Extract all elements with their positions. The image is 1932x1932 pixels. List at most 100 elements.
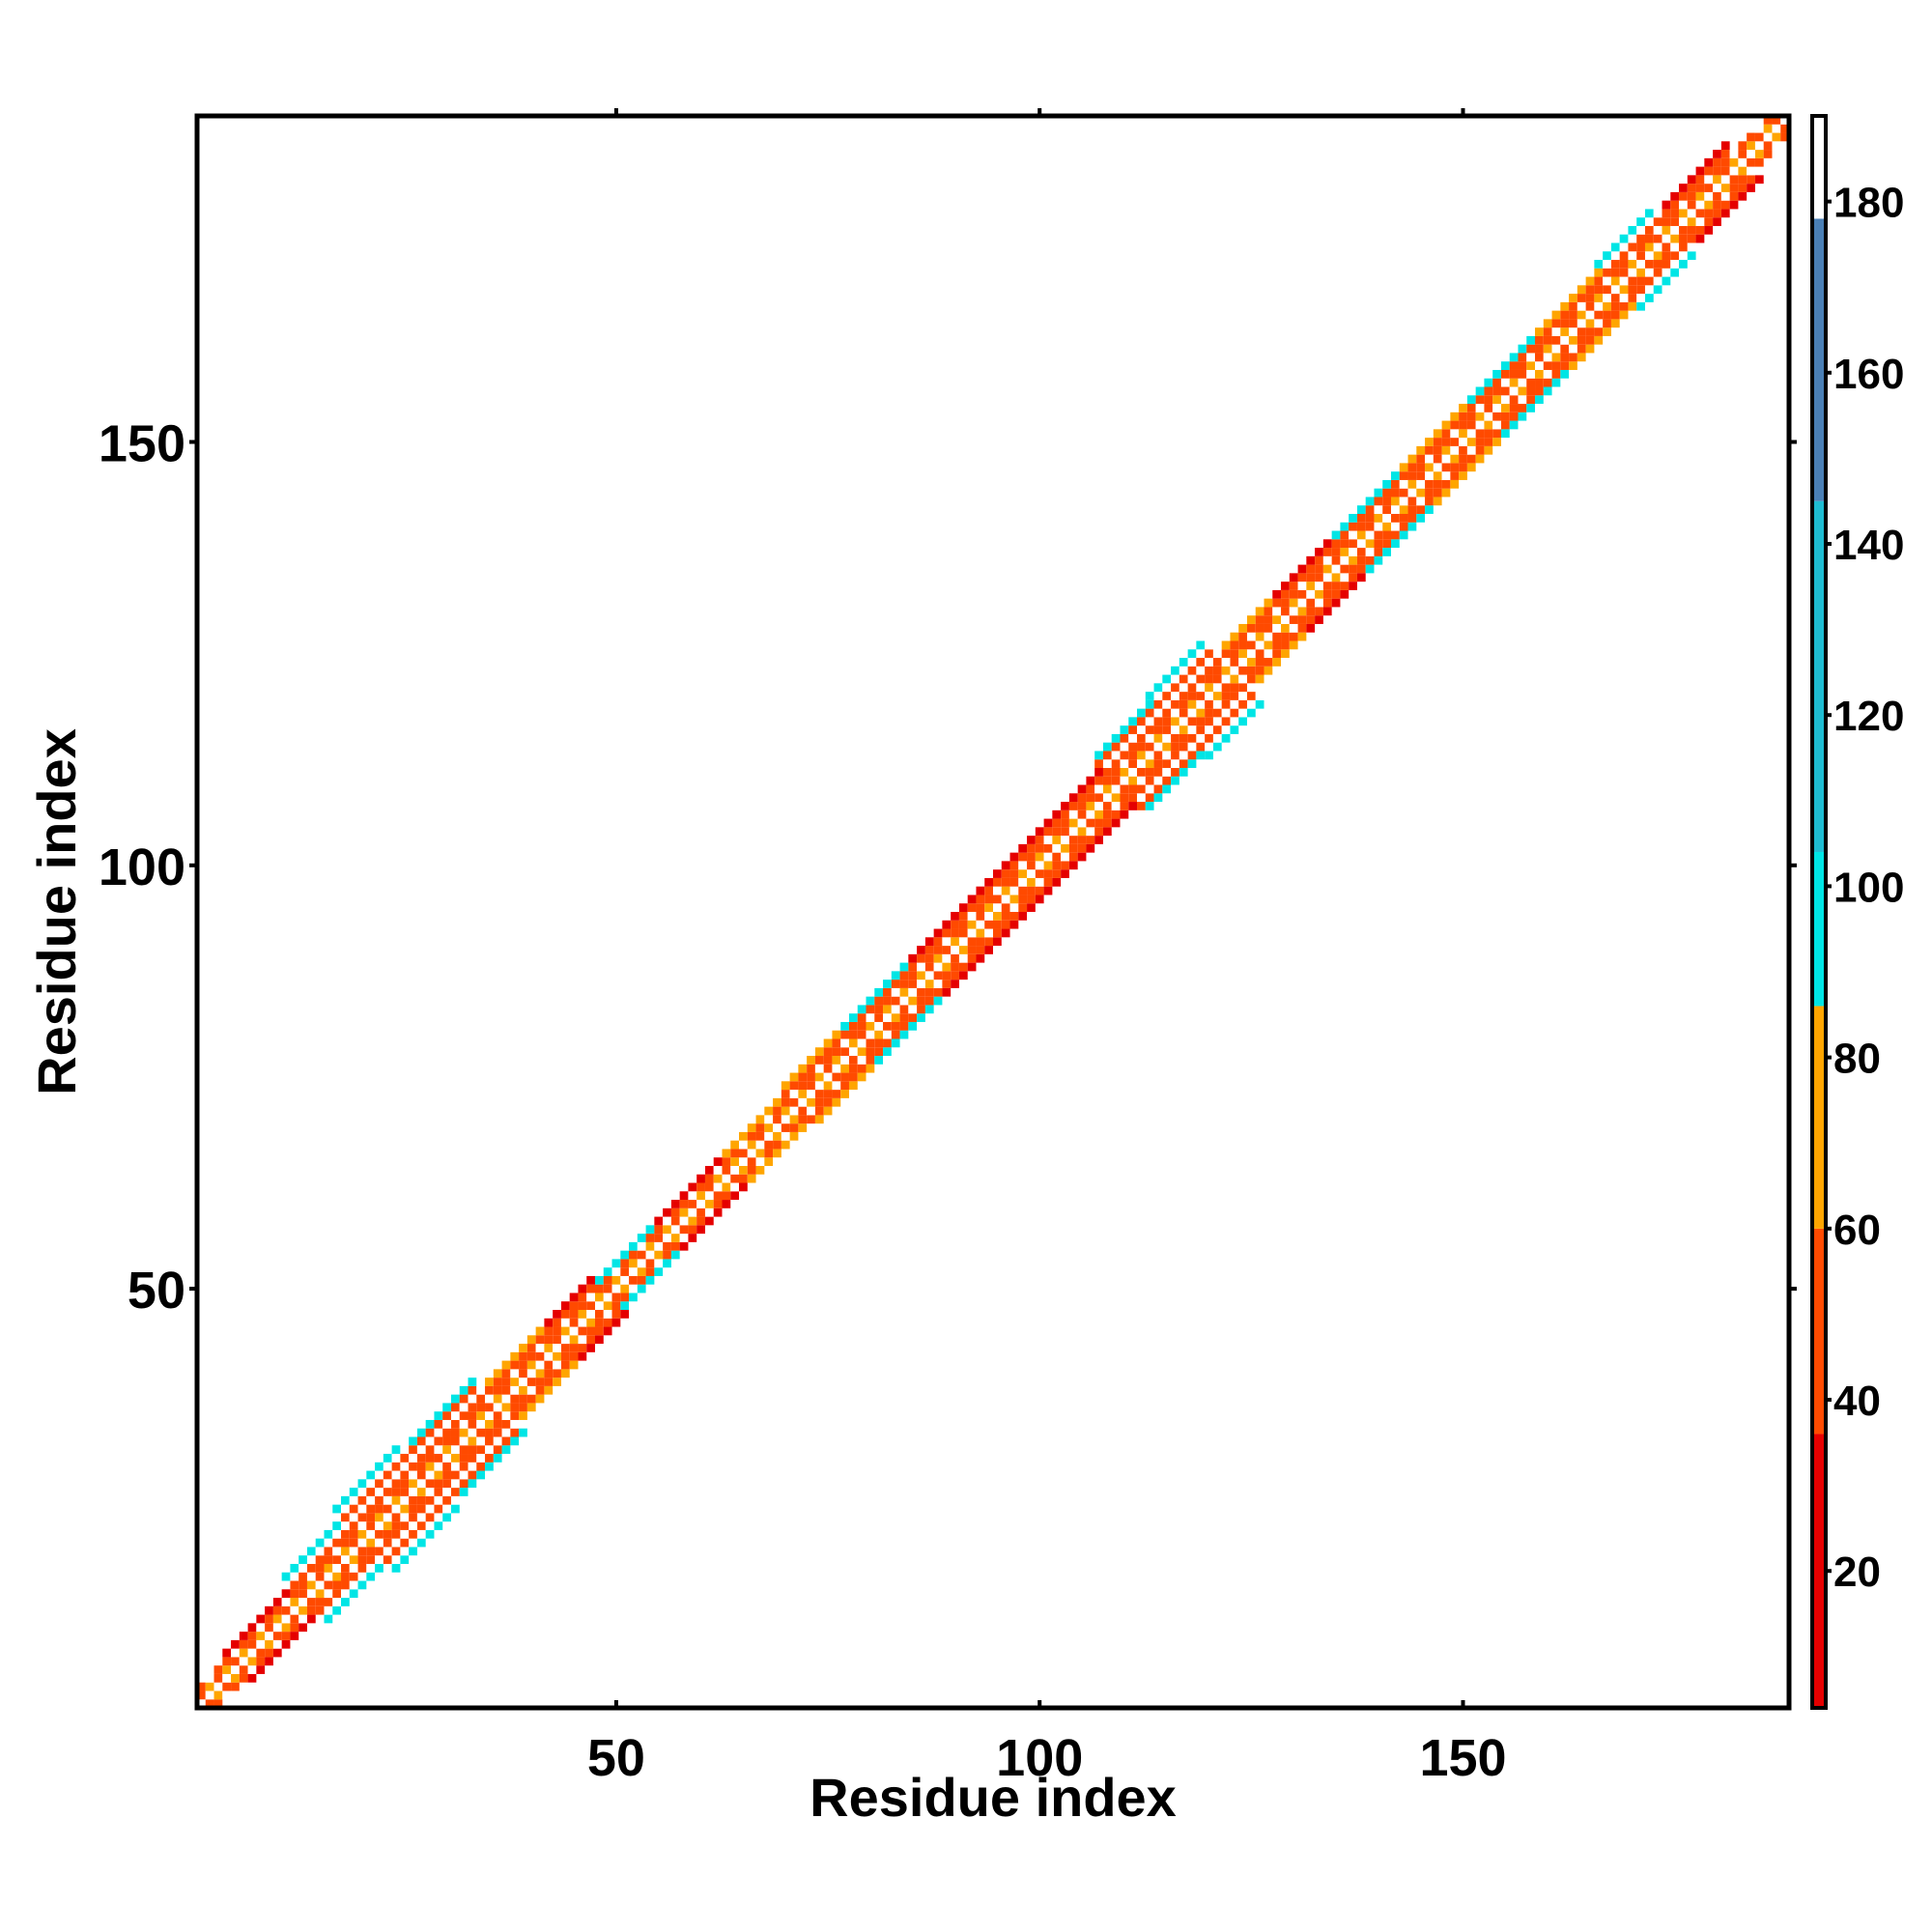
colorbar-tick-label: 20 xyxy=(1833,1548,1881,1596)
heatmap-cell xyxy=(1137,767,1146,777)
heatmap-cell xyxy=(366,1555,376,1564)
heatmap-cell xyxy=(1713,209,1721,218)
heatmap-cell xyxy=(493,1445,502,1455)
heatmap-cell xyxy=(324,1547,333,1556)
heatmap-cell xyxy=(485,1462,494,1471)
heatmap-cell xyxy=(1441,420,1451,430)
heatmap-cell xyxy=(281,1623,291,1633)
heatmap-cell xyxy=(442,1428,451,1437)
heatmap-cell xyxy=(468,1394,477,1404)
heatmap-cell xyxy=(1238,658,1247,667)
heatmap-cell xyxy=(1365,505,1375,514)
heatmap-cell xyxy=(1713,191,1721,201)
heatmap-cell xyxy=(840,1081,849,1091)
heatmap-cell xyxy=(1356,555,1366,565)
heatmap-cell xyxy=(663,1225,671,1235)
heatmap-cell xyxy=(1662,200,1671,210)
heatmap-cell xyxy=(1551,378,1561,387)
heatmap-cell xyxy=(942,928,952,938)
heatmap-cell xyxy=(1441,438,1451,446)
heatmap-cell xyxy=(1653,251,1662,261)
heatmap-cell xyxy=(1441,479,1451,489)
heatmap-cell xyxy=(535,1344,545,1352)
heatmap-cell xyxy=(1128,725,1138,734)
heatmap-cell xyxy=(1264,615,1273,624)
heatmap-cell xyxy=(781,1081,790,1091)
heatmap-cell xyxy=(866,1005,875,1014)
heatmap-cell xyxy=(1433,438,1442,446)
heatmap-cell xyxy=(485,1378,494,1386)
heatmap-cell xyxy=(526,1394,536,1404)
heatmap-cell xyxy=(1391,497,1400,506)
heatmap-cell xyxy=(1171,674,1179,684)
heatmap-cell xyxy=(1035,843,1044,853)
heatmap-cell xyxy=(1391,479,1400,489)
heatmap-cell xyxy=(1238,666,1247,675)
heatmap-cell xyxy=(1695,191,1705,201)
heatmap-cell xyxy=(526,1360,536,1370)
heatmap-cell xyxy=(942,971,952,980)
heatmap-cell xyxy=(1603,301,1611,311)
heatmap-cell xyxy=(663,1259,671,1268)
heatmap-cell xyxy=(1340,573,1350,582)
heatmap-cell xyxy=(349,1488,358,1496)
heatmap-cell xyxy=(611,1259,621,1268)
heatmap-cell xyxy=(409,1538,417,1548)
heatmap-cell xyxy=(798,1097,808,1107)
heatmap-cell xyxy=(391,1454,401,1463)
heatmap-cell xyxy=(1349,564,1357,574)
heatmap-cell xyxy=(1315,598,1323,608)
heatmap-cell xyxy=(739,1131,748,1141)
heatmap-cell xyxy=(1306,573,1316,582)
heatmap-cell xyxy=(924,996,934,1006)
heatmap-cell xyxy=(1027,869,1036,878)
heatmap-cell xyxy=(1636,276,1645,286)
heatmap-cell xyxy=(883,1030,892,1039)
heatmap-cell xyxy=(679,1225,689,1235)
heatmap-cell xyxy=(917,987,925,997)
heatmap-cell xyxy=(510,1378,520,1386)
heatmap-cell xyxy=(409,1445,417,1455)
heatmap-cell xyxy=(1374,488,1383,497)
heatmap-cell xyxy=(840,1038,849,1048)
heatmap-cell xyxy=(1230,649,1239,659)
heatmap-cell xyxy=(1535,378,1544,387)
heatmap-cell xyxy=(1102,759,1112,768)
heatmap-cell xyxy=(544,1351,554,1361)
heatmap-cell xyxy=(366,1513,376,1522)
heatmap-cell xyxy=(1518,378,1527,387)
heatmap-cell xyxy=(442,1495,451,1505)
heatmap-cell xyxy=(832,1081,841,1091)
heatmap-cell xyxy=(400,1470,410,1480)
heatmap-cell xyxy=(1492,395,1501,405)
heatmap-cell xyxy=(578,1293,587,1302)
heatmap-cell xyxy=(1094,827,1103,837)
heatmap-cell xyxy=(1094,810,1103,819)
heatmap-cell xyxy=(891,996,900,1006)
heatmap-cell xyxy=(535,1326,545,1336)
heatmap-cell xyxy=(519,1369,527,1378)
heatmap-cell xyxy=(857,1056,867,1065)
heatmap-cell xyxy=(341,1598,350,1606)
heatmap-cell xyxy=(1636,268,1645,277)
heatmap-cell xyxy=(1264,607,1273,616)
colorbar-segment xyxy=(1814,1228,1824,1435)
heatmap-cell xyxy=(1763,116,1773,125)
heatmap-cell xyxy=(840,1090,849,1098)
heatmap-cell xyxy=(1492,369,1501,379)
heatmap-cell xyxy=(1027,886,1036,895)
heatmap-cell xyxy=(1230,708,1239,718)
heatmap-cell xyxy=(1238,640,1247,650)
heatmap-cell xyxy=(400,1529,410,1539)
heatmap-cell xyxy=(814,1081,824,1091)
heatmap-cell xyxy=(1543,361,1552,370)
heatmap-cell xyxy=(1086,810,1095,819)
heatmap-cell xyxy=(1094,751,1103,760)
heatmap-cell xyxy=(832,1038,841,1048)
heatmap-cell xyxy=(670,1200,680,1208)
heatmap-cell xyxy=(272,1648,282,1658)
heatmap-cell xyxy=(332,1538,342,1548)
heatmap-cell xyxy=(1535,344,1544,354)
heatmap-cell xyxy=(967,946,977,954)
heatmap-cell xyxy=(281,1639,291,1649)
